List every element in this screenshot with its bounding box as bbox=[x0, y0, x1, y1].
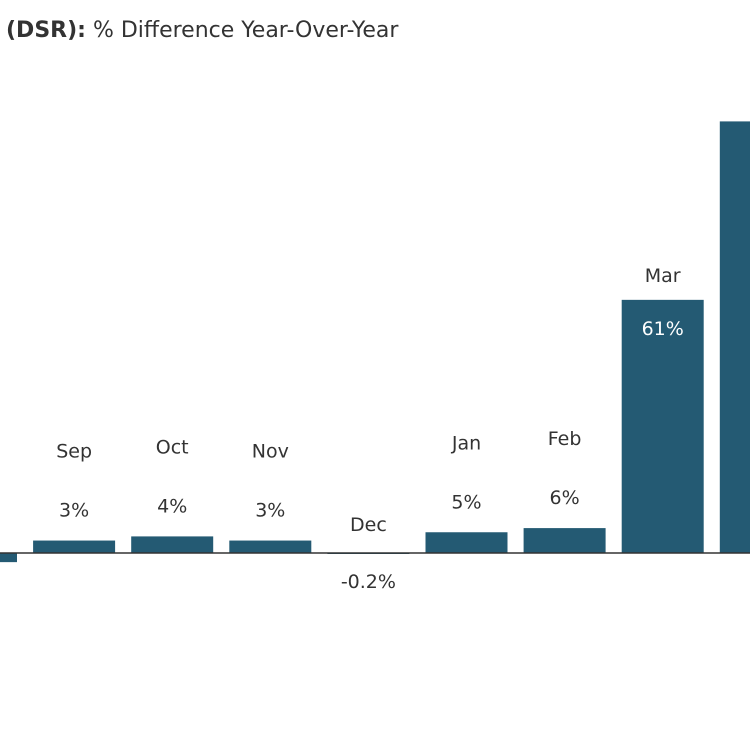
bar-5 bbox=[425, 532, 508, 553]
bar-8 bbox=[719, 121, 750, 554]
data-label-7: 61% bbox=[642, 318, 684, 340]
category-label-2: Oct bbox=[156, 436, 189, 458]
data-label-8: 10 bbox=[749, 139, 750, 161]
data-label-4: -0.2% bbox=[341, 571, 396, 593]
bar-2 bbox=[131, 536, 214, 553]
bar-7 bbox=[621, 299, 704, 553]
bar-0 bbox=[0, 553, 17, 563]
data-label-6: 6% bbox=[550, 487, 580, 509]
chart-title-rest: % Difference Year-Over-Year bbox=[92, 18, 399, 43]
category-label-1: Sep bbox=[56, 441, 92, 463]
category-label-3: Nov bbox=[252, 441, 289, 463]
chart-title: (DSR): % Difference Year-Over-Year bbox=[6, 18, 398, 43]
bar-6 bbox=[523, 528, 606, 553]
data-label-3: 3% bbox=[255, 500, 285, 522]
bar-1 bbox=[33, 540, 116, 553]
chart-title-bold: (DSR): bbox=[6, 18, 86, 43]
bar-3 bbox=[229, 540, 312, 553]
category-label-6: Feb bbox=[548, 428, 582, 450]
category-label-5: Jan bbox=[451, 432, 481, 454]
data-label-2: 4% bbox=[157, 495, 187, 517]
category-label-4: Dec bbox=[350, 514, 387, 536]
category-label-7: Mar bbox=[645, 265, 681, 287]
data-label-1: 3% bbox=[59, 500, 89, 522]
data-label-5: 5% bbox=[451, 491, 481, 513]
